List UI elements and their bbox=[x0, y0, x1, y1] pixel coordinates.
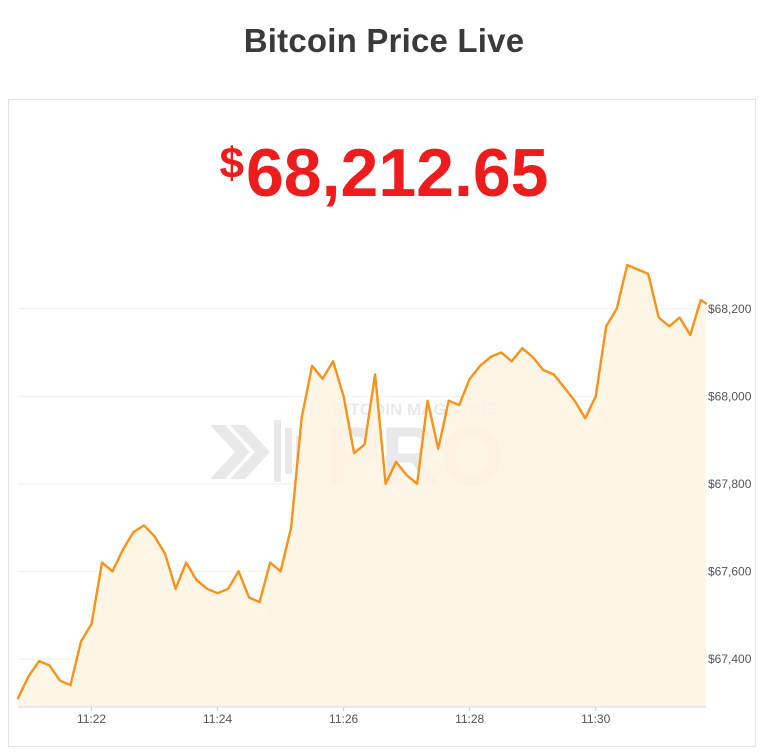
y-tick-label: $68,000 bbox=[708, 389, 752, 403]
y-tick-label: $67,600 bbox=[708, 564, 752, 578]
live-price: $68,212.65 bbox=[0, 128, 768, 209]
price-value: 68,212.65 bbox=[245, 135, 549, 211]
page-title: Bitcoin Price Live bbox=[243, 22, 525, 59]
x-tick-label: 11:28 bbox=[455, 712, 484, 726]
x-tick-label: 11:30 bbox=[581, 712, 610, 726]
price-area-fill bbox=[18, 265, 706, 707]
y-tick-label: $67,800 bbox=[708, 477, 752, 491]
x-tick-label: 11:22 bbox=[77, 712, 106, 726]
y-tick-label: $68,200 bbox=[708, 302, 752, 316]
price-currency-symbol: $ bbox=[219, 139, 244, 188]
x-tick-label: 11:24 bbox=[203, 712, 232, 726]
y-tick-label: $67,400 bbox=[708, 652, 752, 666]
x-axis: 11:22 11:24 11:26 11:28 11:30 bbox=[77, 707, 611, 726]
y-axis: $67,400 $67,600 $67,800 $68,000 $68,200 bbox=[708, 302, 752, 666]
x-tick-label: 11:26 bbox=[329, 712, 358, 726]
price-series-line[interactable] bbox=[16, 263, 708, 700]
watermark-logo-icon bbox=[210, 420, 303, 482]
